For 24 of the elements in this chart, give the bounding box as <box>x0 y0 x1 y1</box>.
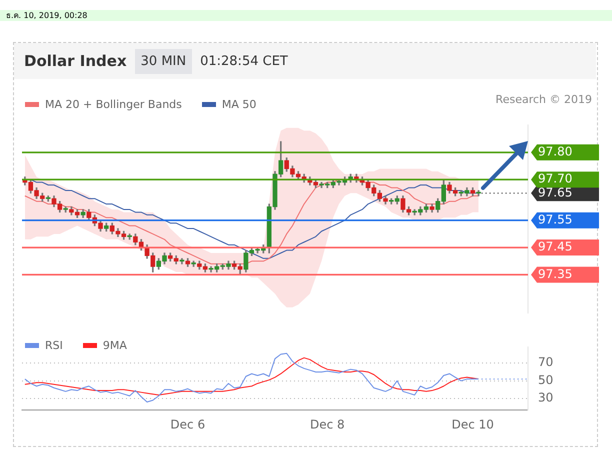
y-tick-label: 30 <box>538 390 554 405</box>
legend-label: RSI <box>44 339 63 352</box>
chart-subtitle: 30 MIN <box>134 48 192 74</box>
y-tick-label: 97.70 <box>538 172 572 186</box>
x-tick-label: Dec 8 <box>310 417 345 432</box>
y-tick-label: 50 <box>538 372 554 387</box>
text: ธ.ค. 10, 2019, 00:28 <box>0 10 612 21</box>
y-tick-label: 97.55 <box>538 212 572 226</box>
text: 01:28:54 CET <box>200 54 288 68</box>
text: Research © 2019 <box>496 93 592 106</box>
y-tick-label: 97.35 <box>538 266 572 281</box>
candlestick <box>476 190 481 196</box>
y-tick-label: 70 <box>538 355 554 370</box>
x-tick-label: Dec 10 <box>452 417 494 432</box>
candlestick <box>180 258 184 264</box>
y-tick-label: 97.80 <box>538 144 572 159</box>
y-tick-label: 97.45 <box>538 240 572 254</box>
legend-label: 9MA <box>102 339 127 352</box>
y-tick-label: 97.65 <box>538 185 572 200</box>
legend-label: MA 50 <box>220 98 256 111</box>
legend-label: MA 20 + Bollinger Bands <box>44 98 182 111</box>
candlestick <box>191 260 196 267</box>
x-tick-label: Dec 6 <box>170 417 206 432</box>
chart-title: Dollar Index <box>24 52 127 70</box>
